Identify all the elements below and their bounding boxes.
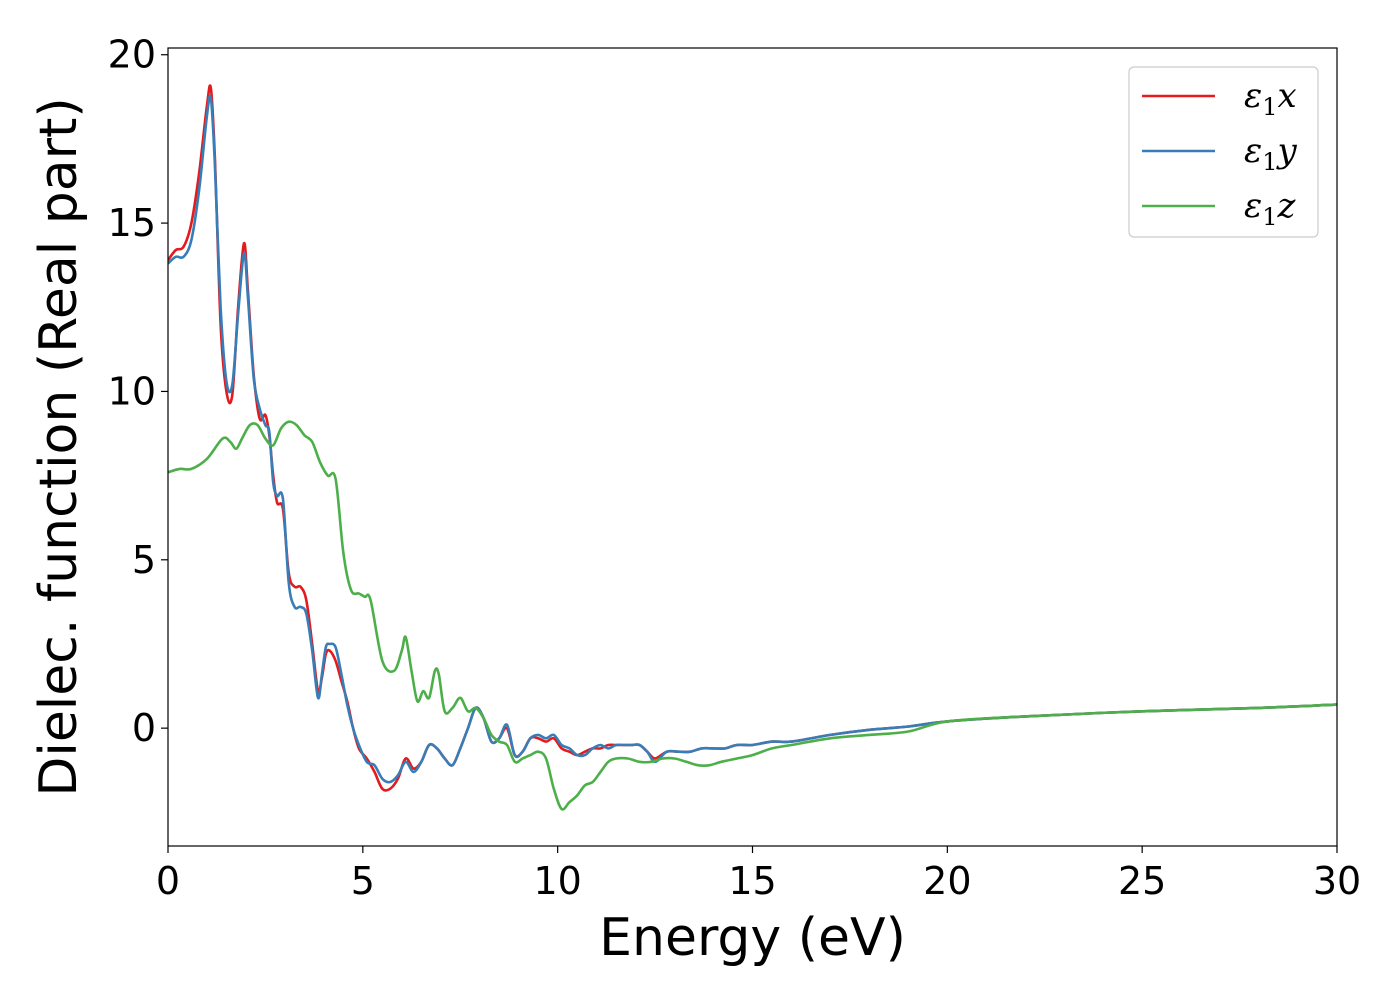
x-tick-label: 30 xyxy=(1313,859,1361,903)
series-layer xyxy=(168,84,1337,811)
y-axis: 0 5 10 15 20 xyxy=(108,33,168,750)
legend-item: ε1y xyxy=(1142,131,1298,176)
y-tick-label: 10 xyxy=(108,369,156,413)
y-tick-label: 15 xyxy=(108,201,156,245)
x-tick-label: 25 xyxy=(1118,859,1166,903)
x-axis: 0 5 10 15 20 25 30 xyxy=(156,846,1361,903)
legend-label: ε1z xyxy=(1244,186,1297,231)
y-tick-label: 0 xyxy=(132,706,156,750)
legend-item: ε1x xyxy=(1142,76,1297,121)
x-tick-label: 15 xyxy=(728,859,776,903)
legend-item: ε1z xyxy=(1142,186,1297,231)
legend-label: ε1y xyxy=(1244,131,1298,176)
x-tick-label: 20 xyxy=(923,859,971,903)
x-tick-label: 0 xyxy=(156,859,180,903)
y-axis-title: Dielec. function (Real part) xyxy=(29,97,89,796)
series-line-z xyxy=(168,420,1337,811)
x-tick-label: 10 xyxy=(533,859,581,903)
y-tick-label: 5 xyxy=(132,538,156,582)
y-tick-label: 20 xyxy=(108,33,156,77)
x-axis-title: Energy (eV) xyxy=(599,908,906,968)
series-line-y xyxy=(168,94,1337,784)
x-tick-label: 5 xyxy=(351,859,375,903)
legend: ε1x ε1y ε1z xyxy=(1128,66,1319,238)
legend-box xyxy=(1128,66,1319,238)
legend-label: ε1x xyxy=(1244,76,1297,121)
